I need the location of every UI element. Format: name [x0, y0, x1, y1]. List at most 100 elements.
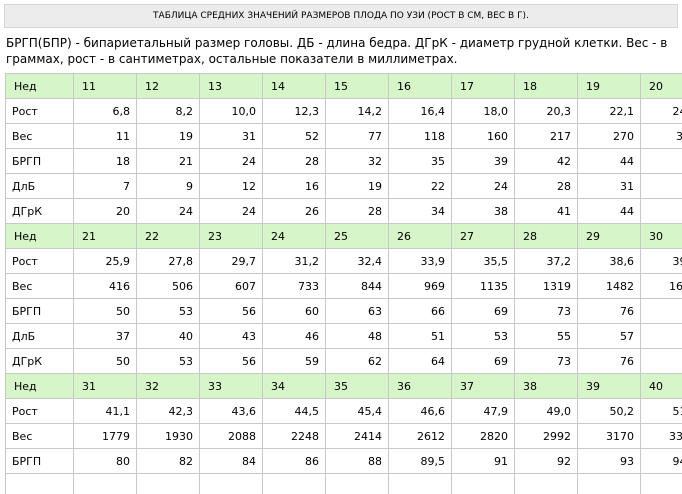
table-cell: 6,8: [73, 98, 137, 124]
table-cell: 51: [388, 323, 452, 349]
row-label: ДГрК: [5, 198, 74, 224]
table-cell: 53: [451, 323, 515, 349]
row-label: Вес: [5, 123, 74, 149]
table-cell: 39,9: [640, 248, 682, 274]
table-cell: 34: [262, 373, 326, 399]
row-label: Рост: [5, 398, 74, 424]
table-cell: [388, 473, 452, 494]
table-cell: 41: [514, 198, 578, 224]
table-cell: 69: [451, 298, 515, 324]
table-cell: 48: [325, 323, 389, 349]
table-cell: 16,4: [388, 98, 452, 124]
table-cell: 63: [325, 298, 389, 324]
table-cell: [5, 473, 74, 494]
table-cell: 47,9: [451, 398, 515, 424]
table-cell: 47: [640, 148, 682, 174]
table-cell: 69: [451, 348, 515, 374]
row-label: Нед: [5, 373, 74, 399]
table-cell: 25: [325, 223, 389, 249]
row-label: Нед: [5, 73, 74, 99]
size-table: Нед 11 12 13 14 15 16 17 18 19 20 Рост 6,8 8,2 10,0 12,…: [5, 73, 682, 494]
table-cell: 45,4: [325, 398, 389, 424]
table-cell: 82: [136, 448, 200, 474]
table-cell: 20,3: [514, 98, 578, 124]
table-row: БРГП50535660636669737678: [5, 298, 682, 324]
table-cell: 50: [73, 348, 137, 374]
table-row: Рост6,88,210,012,314,216,418,020,322,124…: [5, 98, 682, 124]
table-cell: 28: [325, 198, 389, 224]
table-cell: 88: [325, 448, 389, 474]
table-cell: 36: [388, 373, 452, 399]
table-cell: 64: [388, 348, 452, 374]
table-cell: 73: [514, 298, 578, 324]
table-cell: 19: [577, 73, 641, 99]
table-cell: 31: [73, 373, 137, 399]
table-cell: 160: [451, 123, 515, 149]
table-cell: 50: [73, 298, 137, 324]
table-cell: 16: [388, 73, 452, 99]
table-cell: 24: [199, 198, 263, 224]
table-cell: [325, 473, 389, 494]
row-label: БРГП: [5, 448, 74, 474]
table-cell: 35: [325, 373, 389, 399]
table-cell: 32: [325, 148, 389, 174]
row-label: БРГП: [5, 298, 74, 324]
table-cell: 11: [73, 123, 137, 149]
table-cell: 57: [577, 323, 641, 349]
table-cell: 22: [388, 173, 452, 199]
table-cell: 76: [577, 298, 641, 324]
table-row: БРГП18212428323539424447: [5, 148, 682, 174]
table-row: ДГрК50535659626469737679: [5, 348, 682, 374]
row-label: Рост: [5, 98, 74, 124]
table-cell: 76: [577, 348, 641, 374]
table-cell: 19: [325, 173, 389, 199]
table-cell: 56: [199, 348, 263, 374]
table-cell: 39: [577, 373, 641, 399]
table-cell: 1135: [451, 273, 515, 299]
row-label: ДлБ: [5, 323, 74, 349]
table-cell: 44,5: [262, 398, 326, 424]
row-label: ДлБ: [5, 173, 74, 199]
table-cell: 22: [136, 223, 200, 249]
table-cell: 35: [388, 148, 452, 174]
table-cell: 55: [514, 323, 578, 349]
table-cell: 93: [577, 448, 641, 474]
table-cell: 21: [73, 223, 137, 249]
table-cell: 11: [73, 73, 137, 99]
table-row: Нед 21 22 23 24 25 26 27 28 29 30: [5, 223, 682, 249]
table-cell: 40: [136, 323, 200, 349]
table-cell: 48: [640, 198, 682, 224]
table-cell: 29: [577, 223, 641, 249]
row-label: Рост: [5, 248, 74, 274]
row-label: БРГП: [5, 148, 74, 174]
table-cell: 27,8: [136, 248, 200, 274]
table-cell: 80: [73, 448, 137, 474]
table-cell: 416: [73, 273, 137, 299]
table-cell: 2820: [451, 423, 515, 449]
table-cell: 2088: [199, 423, 263, 449]
row-label: Нед: [5, 223, 74, 249]
table-cell: 3373: [640, 423, 682, 449]
table-cell: 66: [388, 298, 452, 324]
table-row: Нед 11 12 13 14 15 16 17 18 19 20: [5, 73, 682, 99]
table-cell: 1319: [514, 273, 578, 299]
table-cell: 25,9: [73, 248, 137, 274]
table-cell: 15: [325, 73, 389, 99]
table-cell: 32,4: [325, 248, 389, 274]
table-cell: 62: [325, 348, 389, 374]
table-cell: 1930: [136, 423, 200, 449]
table-cell: 2612: [388, 423, 452, 449]
table-cell: 34: [640, 173, 682, 199]
table-cell: 844: [325, 273, 389, 299]
table-cell: [262, 473, 326, 494]
table-cell: 31: [577, 173, 641, 199]
table-cell: 24: [136, 198, 200, 224]
table-cell: 12: [199, 173, 263, 199]
table-cell: 9: [136, 173, 200, 199]
table-cell: 42,3: [136, 398, 200, 424]
table-wrapper: Нед 11 12 13 14 15 16 17 18 19 20 Рост 6,8 8,2 10,0 12,…: [5, 73, 682, 494]
table-cell: 31: [199, 123, 263, 149]
table-cell: 26: [388, 223, 452, 249]
row-label: ДГрК: [5, 348, 74, 374]
